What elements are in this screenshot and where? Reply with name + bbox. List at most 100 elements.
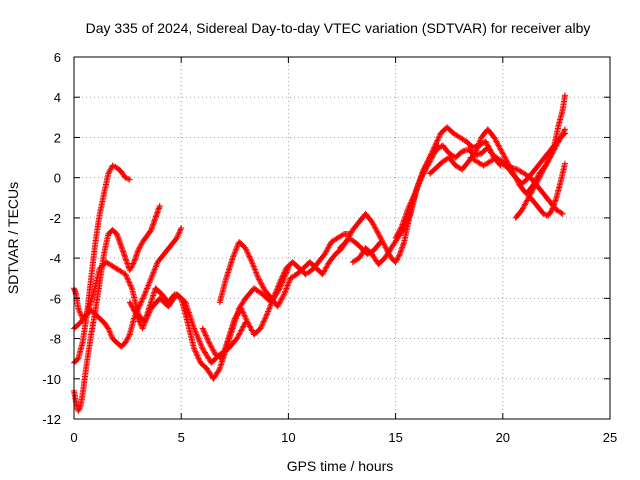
data-point — [562, 213, 564, 215]
data-point — [304, 273, 307, 276]
data-point — [534, 184, 536, 187]
data-point — [452, 132, 455, 135]
data-point — [261, 293, 264, 296]
data-point — [120, 170, 122, 173]
data-point — [390, 247, 393, 249]
data-point — [124, 257, 127, 259]
data-point — [394, 261, 397, 263]
data-point — [521, 182, 523, 185]
data-point — [471, 146, 474, 149]
data-point — [414, 192, 416, 195]
data-point — [399, 253, 401, 255]
data-point — [253, 333, 255, 336]
x-tick-label: 0 — [70, 430, 77, 445]
series-track-2 — [71, 202, 163, 414]
data-point — [98, 317, 101, 320]
data-point — [240, 307, 243, 310]
data-point — [484, 140, 487, 143]
data-point — [364, 213, 367, 215]
data-point — [521, 209, 523, 211]
data-point — [270, 297, 273, 300]
data-point — [156, 261, 159, 263]
data-point — [296, 273, 298, 276]
data-point — [208, 341, 210, 344]
data-point — [474, 152, 476, 155]
data-point — [506, 160, 508, 163]
data-point — [120, 245, 122, 247]
data-point — [489, 160, 491, 163]
data-point — [227, 337, 230, 340]
data-point — [154, 287, 157, 290]
y-tick-label: 2 — [54, 130, 61, 145]
data-point — [371, 221, 373, 223]
data-point — [336, 237, 339, 239]
y-tick-label: -10 — [42, 372, 61, 387]
data-point — [148, 307, 150, 310]
data-point — [167, 305, 170, 308]
data-point — [214, 353, 217, 356]
data-point — [92, 293, 95, 296]
y-tick-label: 6 — [54, 50, 61, 65]
data-point — [328, 261, 330, 263]
data-point — [141, 327, 144, 330]
data-point — [180, 297, 182, 300]
data-point — [523, 172, 526, 175]
data-point — [111, 229, 114, 231]
data-point — [454, 156, 457, 159]
data-point — [371, 253, 373, 255]
data-point — [448, 152, 451, 155]
data-point — [116, 233, 118, 235]
data-point — [201, 327, 204, 330]
data-point — [317, 261, 320, 263]
data-point — [234, 317, 236, 320]
data-point — [508, 168, 511, 171]
data-point — [547, 160, 549, 163]
data-point — [514, 217, 517, 219]
data-point — [549, 201, 551, 203]
data-point — [253, 287, 255, 290]
data-point — [390, 257, 393, 259]
data-point — [289, 277, 292, 280]
data-point — [111, 164, 114, 167]
data-point — [309, 261, 311, 263]
data-point — [426, 160, 429, 163]
data-point — [446, 126, 448, 129]
data-point — [212, 377, 215, 380]
data-point — [302, 267, 305, 269]
x-tick-label: 25 — [603, 430, 617, 445]
data-point — [90, 277, 92, 280]
data-point — [173, 293, 176, 296]
data-point — [276, 305, 279, 308]
data-point — [244, 297, 247, 300]
data-point — [133, 261, 135, 263]
data-point — [98, 267, 101, 269]
data-point — [279, 281, 281, 284]
data-point — [105, 261, 107, 263]
data-point — [435, 166, 438, 169]
data-point — [128, 178, 131, 181]
data-point — [467, 148, 470, 151]
data-point — [480, 136, 483, 139]
data-point — [495, 156, 498, 159]
data-point — [124, 273, 127, 276]
data-point — [107, 233, 110, 235]
data-point — [540, 160, 543, 163]
data-point — [116, 341, 118, 344]
data-point — [562, 108, 564, 111]
data-point — [384, 245, 386, 247]
data-point — [540, 172, 543, 175]
data-point — [169, 245, 172, 247]
data-point — [321, 273, 324, 276]
data-point — [94, 309, 97, 312]
data-point — [81, 394, 84, 396]
x-tick-label: 20 — [496, 430, 510, 445]
data-point — [557, 124, 560, 127]
data-point — [491, 152, 493, 155]
data-point — [116, 166, 118, 169]
data-point — [514, 176, 517, 179]
data-point — [193, 327, 195, 330]
series-markers — [512, 92, 568, 221]
plot-frame — [73, 56, 611, 420]
data-point — [128, 269, 131, 271]
